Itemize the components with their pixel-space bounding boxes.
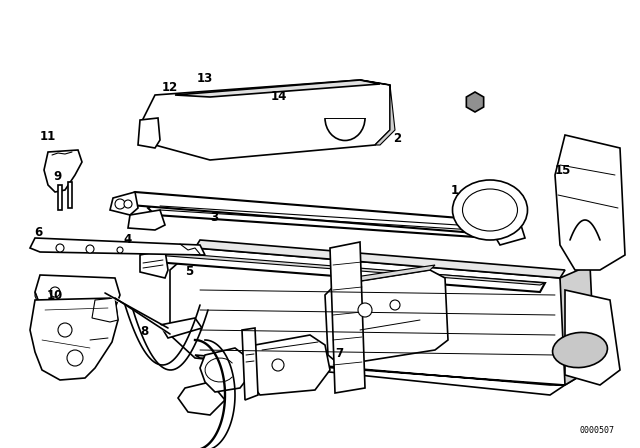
Polygon shape: [170, 248, 590, 395]
Ellipse shape: [552, 332, 607, 368]
Text: 1: 1: [451, 184, 458, 197]
Polygon shape: [122, 192, 510, 235]
Polygon shape: [140, 80, 390, 160]
Circle shape: [117, 247, 123, 253]
Polygon shape: [195, 355, 565, 385]
Text: 7: 7: [335, 347, 343, 361]
Text: 12: 12: [161, 81, 178, 94]
Text: 9: 9: [54, 170, 61, 184]
Polygon shape: [178, 382, 225, 415]
Circle shape: [272, 359, 284, 371]
Circle shape: [67, 350, 83, 366]
Polygon shape: [30, 298, 118, 380]
Text: 5: 5: [185, 264, 193, 278]
Polygon shape: [242, 328, 258, 400]
Polygon shape: [360, 80, 395, 145]
Polygon shape: [335, 265, 435, 285]
Polygon shape: [175, 80, 380, 97]
Circle shape: [58, 323, 72, 337]
Polygon shape: [140, 250, 168, 278]
Polygon shape: [58, 185, 62, 210]
Text: 0000507: 0000507: [580, 426, 615, 435]
Circle shape: [50, 287, 60, 297]
Polygon shape: [30, 238, 205, 255]
Ellipse shape: [452, 180, 527, 240]
Polygon shape: [155, 252, 545, 285]
Polygon shape: [44, 150, 82, 192]
Polygon shape: [325, 270, 448, 365]
Polygon shape: [560, 265, 595, 385]
Polygon shape: [490, 222, 525, 245]
Circle shape: [358, 303, 372, 317]
Circle shape: [115, 199, 125, 209]
Text: 11: 11: [40, 130, 56, 143]
Polygon shape: [200, 348, 250, 392]
Polygon shape: [555, 135, 625, 270]
Text: 10: 10: [46, 289, 63, 302]
Circle shape: [390, 300, 400, 310]
Polygon shape: [128, 210, 165, 230]
Text: 15: 15: [555, 164, 572, 177]
Polygon shape: [565, 290, 620, 385]
Polygon shape: [68, 182, 72, 208]
Polygon shape: [148, 254, 545, 292]
Circle shape: [124, 200, 132, 208]
Text: 13: 13: [196, 72, 213, 85]
Polygon shape: [138, 118, 160, 148]
Text: 6: 6: [35, 226, 42, 240]
Polygon shape: [35, 292, 40, 308]
Text: 8: 8: [140, 325, 148, 338]
Polygon shape: [330, 242, 365, 393]
Polygon shape: [92, 298, 118, 322]
Polygon shape: [195, 240, 565, 278]
Text: 4: 4: [124, 233, 132, 246]
Polygon shape: [160, 318, 202, 338]
Text: 3: 3: [211, 211, 218, 224]
Ellipse shape: [463, 189, 518, 231]
Polygon shape: [148, 200, 510, 238]
Circle shape: [56, 244, 64, 252]
Polygon shape: [248, 335, 330, 395]
Text: 14: 14: [270, 90, 287, 103]
Polygon shape: [35, 275, 120, 308]
Circle shape: [86, 245, 94, 253]
Text: 2: 2: [393, 132, 401, 146]
Polygon shape: [110, 192, 138, 215]
Polygon shape: [467, 92, 484, 112]
